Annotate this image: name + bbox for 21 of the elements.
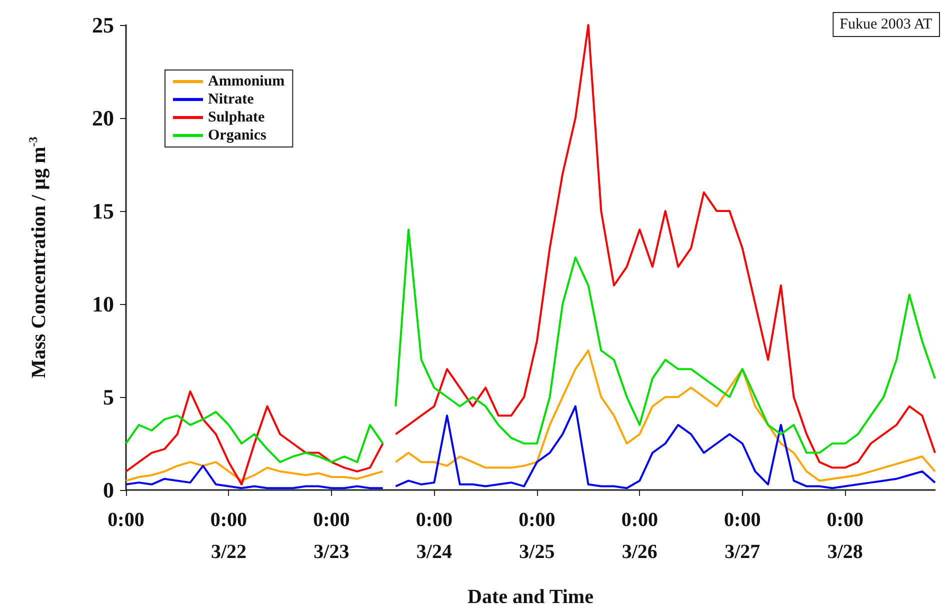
x-axis-title: Date and Time bbox=[468, 586, 594, 608]
x-tick-label: 0:00 3/27 bbox=[724, 509, 761, 563]
y-axis-title: Mass Concentration / µg m-3 bbox=[26, 136, 50, 378]
y-tick-label: 20 bbox=[92, 106, 114, 130]
x-tick-label: 0:00 3/25 bbox=[518, 509, 556, 563]
annotation: Fukue 2003 AT bbox=[840, 16, 932, 32]
x-tick-label: 0:00 3/28 bbox=[826, 509, 864, 563]
x-tick-label: 0:00 bbox=[108, 509, 144, 531]
y-tick-label: 10 bbox=[92, 292, 114, 316]
legend-label: Nitrate bbox=[208, 92, 254, 108]
y-tick-label: 5 bbox=[103, 384, 114, 410]
legend-label: Organics bbox=[208, 128, 266, 144]
y-tick-label: 25 bbox=[92, 12, 114, 38]
x-tick-label: 0:00 3/22 bbox=[210, 509, 248, 563]
y-tick-label: 15 bbox=[92, 198, 114, 224]
x-tick-label: 0:00 3/23 bbox=[313, 509, 350, 563]
x-tick-label: 0:00 3/26 bbox=[621, 509, 658, 563]
y-tick-label: 0 bbox=[103, 478, 114, 502]
legend-label: Sulphate bbox=[208, 110, 266, 126]
legend-label: Ammonium bbox=[208, 74, 286, 90]
x-tick-label: 0:00 3/24 bbox=[416, 509, 453, 563]
